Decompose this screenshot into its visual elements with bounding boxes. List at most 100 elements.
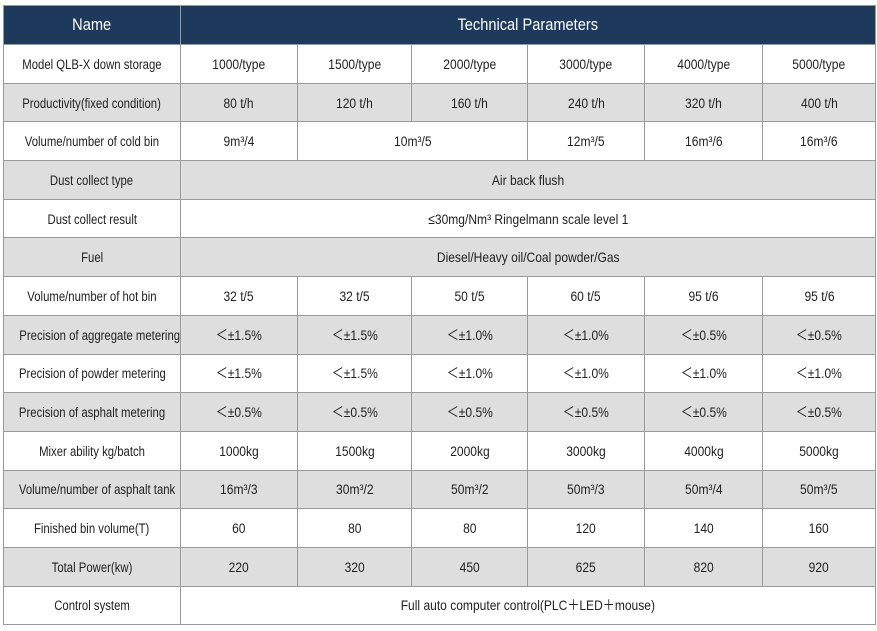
value-cell: 4000kg <box>644 430 763 471</box>
value-cell-text: 450 <box>459 558 480 575</box>
value-cell-text: ＜±1.0% <box>446 365 493 382</box>
value-cell: Diesel/Heavy oil/Coal powder/Gas <box>179 237 877 278</box>
row-label: Precision of aggregate metering <box>3 314 181 355</box>
value-cell: 120 t/h <box>297 82 412 123</box>
value-cell: 1000/type <box>180 44 298 84</box>
value-cell-text: 80 <box>462 520 477 537</box>
value-cell: 50m³/3 <box>527 469 645 510</box>
value-cell-text: 5000/type <box>792 55 846 72</box>
value-cell: ＜±0.5% <box>644 392 763 432</box>
value-cell: 5000/type <box>761 44 877 84</box>
value-cell: 4000/type <box>644 44 763 84</box>
value-cell-text: 50m³/5 <box>800 481 838 498</box>
row-label: Finished bin volume(T) <box>3 508 181 548</box>
row-label-text: Productivity(fixed condition) <box>22 95 162 111</box>
value-cell-text: 1500kg <box>334 442 375 459</box>
value-cell: 450 <box>411 546 528 587</box>
row-label: Precision of asphalt metering <box>3 392 181 432</box>
row-label: Fuel <box>3 237 181 278</box>
value-cell-text: ＜±1.0% <box>562 365 610 382</box>
table-row: Fuel Diesel/Heavy oil/Coal powder/Gas <box>3 237 877 278</box>
value-cell-text: ＜±0.5% <box>215 404 263 421</box>
value-cell: 32 t/5 <box>297 276 412 316</box>
value-cell-text: 2000kg <box>449 442 490 459</box>
value-cell-text: ＜±0.5% <box>680 326 727 343</box>
table-row: Model QLB-X down storage 1000/type 1500/ty… <box>3 44 877 84</box>
value-cell-text: ＜±1.0% <box>795 365 843 382</box>
value-cell: ≤30mg/Nm³ Ringelmann scale level 1 <box>179 198 877 239</box>
value-cell-text: 1000kg <box>219 442 259 459</box>
row-label-text: Mixer ability kg/batch <box>39 443 145 459</box>
value-cell-text: 400 t/h <box>800 94 838 111</box>
value-cell: 625 <box>527 546 645 587</box>
value-cell-text: ＜±1.5% <box>215 326 263 343</box>
value-cell-text: 5000kg <box>799 442 839 459</box>
value-cell-text: 220 <box>228 558 250 575</box>
value-cell-text: 95 t/6 <box>688 287 719 304</box>
value-cell: 320 <box>297 546 412 587</box>
value-cell: 120 <box>527 508 645 548</box>
row-label-text: Dust collect type <box>50 172 134 188</box>
table-row: Mixer ability kg/batch 1000kg 1500kg 2000kg… <box>3 430 877 471</box>
row-label: Precision of powder metering <box>3 353 181 394</box>
row-label-text: Volume/number of hot bin <box>27 288 157 304</box>
row-label: Mixer ability kg/batch <box>3 430 181 471</box>
value-cell: 16m³/3 <box>180 469 298 510</box>
parameter-table: Name Technical Parameters Model QLB-X do… <box>3 5 877 626</box>
value-cell-text: 80 <box>347 520 362 537</box>
value-cell-text: 10m³/5 <box>393 133 432 150</box>
row-label-text: Volume/number of cold bin <box>24 134 160 150</box>
value-cell: ＜±1.5% <box>180 314 298 355</box>
value-cell: Air back flush <box>179 160 877 200</box>
value-cell-text: 9m³/4 <box>223 133 255 150</box>
value-cell-text: Air back flush <box>491 171 565 188</box>
value-cell: 60 <box>180 508 298 548</box>
value-cell: 95 t/6 <box>644 276 763 316</box>
header-row: Name Technical Parameters <box>3 5 877 45</box>
value-cell-text: 140 <box>693 520 714 537</box>
value-cell: 9m³/4 <box>180 121 298 162</box>
value-cell: 2000kg <box>411 430 528 471</box>
value-cell: ＜±0.5% <box>180 392 298 432</box>
value-cell: 50m³/2 <box>411 469 528 510</box>
table-row: Control system Full auto computer control… <box>3 585 877 626</box>
row-label: Volume/number of asphalt tank <box>3 469 181 510</box>
row-label-text: Precision of asphalt metering <box>18 405 166 421</box>
value-cell: ＜±0.5% <box>644 314 763 355</box>
value-cell-text: 32 t/5 <box>339 287 370 304</box>
value-cell-text: 30m³/2 <box>335 481 374 498</box>
value-cell: 3000/type <box>527 44 645 84</box>
table-row: Volume/number of cold bin 9m³/4 10m³/5 12m³… <box>3 121 877 162</box>
value-cell: 80 <box>297 508 412 548</box>
value-cell-text: 80 t/h <box>223 94 255 111</box>
value-cell: 16m³/6 <box>644 121 763 162</box>
value-cell: 1000kg <box>180 430 298 471</box>
value-cell-text: 2000/type <box>443 55 496 72</box>
value-cell-text: ＜±0.5% <box>795 326 843 343</box>
value-cell-text: ＜±0.5% <box>446 404 493 421</box>
row-label: Total Power(kw) <box>3 546 181 587</box>
value-cell: 50 t/5 <box>411 276 528 316</box>
header-text: Name <box>72 15 112 34</box>
value-cell: 920 <box>761 546 877 587</box>
row-label: Dust collect type <box>3 160 181 200</box>
row-label: Volume/number of cold bin <box>3 121 181 162</box>
value-cell: 10m³/5 <box>297 121 528 162</box>
table-row: Precision of aggregate metering ＜±1.5% ＜±1… <box>3 314 877 355</box>
row-label-text: Fuel <box>80 250 104 266</box>
value-cell-text: ＜±1.0% <box>562 326 610 343</box>
table-body: Model QLB-X down storage 1000/type 1500/ty… <box>3 44 877 626</box>
value-cell-text: 1500/type <box>328 55 381 72</box>
row-label: Model QLB-X down storage <box>3 44 181 84</box>
value-cell-text: 625 <box>575 558 597 575</box>
value-cell: 32 t/5 <box>180 276 298 316</box>
value-cell-text: 95 t/6 <box>803 287 835 304</box>
header-cell: Name <box>3 5 181 45</box>
value-cell-text: 16m³/6 <box>800 133 838 150</box>
row-label-text: Total Power(kw) <box>51 559 133 575</box>
value-cell: 820 <box>644 546 763 587</box>
value-cell-text: Diesel/Heavy oil/Coal powder/Gas <box>436 249 620 266</box>
value-cell-text: 4000kg <box>683 442 724 459</box>
value-cell: ＜±1.5% <box>180 353 298 394</box>
